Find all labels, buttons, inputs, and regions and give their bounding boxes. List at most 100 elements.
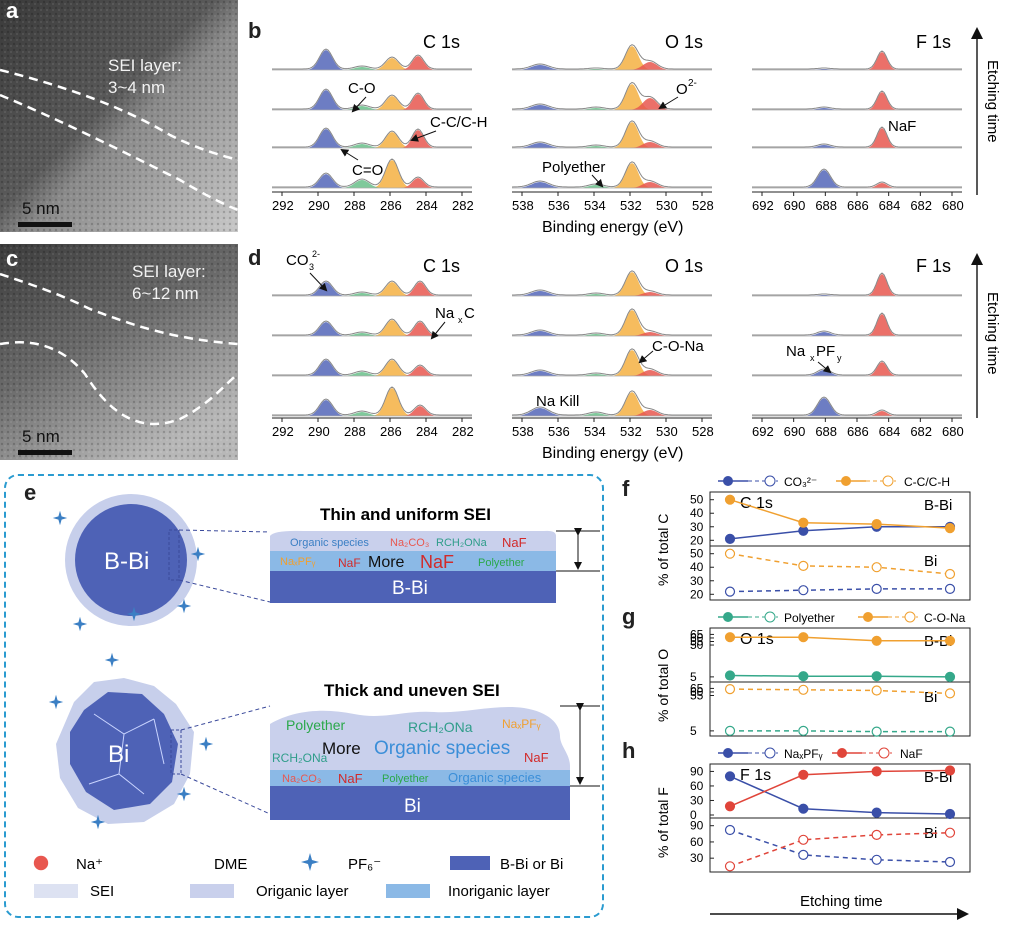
dme-icon (35, 785, 43, 801)
thick-title: Thick and uneven SEI (324, 681, 500, 700)
xps-envelope (752, 396, 962, 416)
h-ytick-label: 60 (690, 835, 704, 849)
xps-peak (752, 52, 962, 70)
f-top-label: B-Bi (924, 497, 952, 514)
ann-naxpfy-na: Na (786, 343, 806, 360)
thick-base-label: Bi (404, 796, 421, 817)
h-ytick-label: 90 (690, 764, 704, 778)
ann-nakill: Na Kill (536, 393, 579, 410)
g-point (798, 671, 809, 682)
xps-envelope (752, 312, 962, 336)
dme-icon (195, 805, 203, 821)
line-charts: CO₃²⁻ C-C/C-H Polyether C-O-Na NaₓPFᵧ Na… (655, 475, 971, 920)
thin-base-label: B-Bi (392, 578, 428, 599)
xps-envelope (752, 50, 962, 70)
legend-bbi: B-Bi or Bi (500, 856, 563, 873)
f-ytick-label: 50 (690, 493, 704, 507)
xps-envelope (752, 126, 962, 148)
xps-peak (512, 291, 712, 296)
f-point (724, 586, 736, 597)
xps-tick-label: 692 (752, 198, 774, 213)
dme-icon (83, 665, 91, 681)
thick-polyether2: Polyether (382, 773, 429, 785)
xps-peak (512, 143, 712, 148)
legend-dme: DME (214, 856, 247, 873)
chart-plot-area: % of total CC 1s B-BiBi2030405020304050% … (655, 491, 971, 873)
legend-bbi-swatch (450, 856, 490, 870)
xps-tick-label: 286 (380, 424, 402, 439)
g-series-line (729, 674, 951, 678)
panel-label-e: e (24, 480, 37, 505)
xps-envelope (511, 390, 712, 416)
thin-naxpfy: NaₓPFᵧ (280, 556, 316, 568)
tem-a-caption2: 3~4 nm (108, 78, 166, 97)
panel-label-b: b (248, 18, 262, 43)
h-point (724, 801, 736, 812)
xps-peak (272, 174, 472, 188)
g-point (944, 635, 956, 646)
ann-naxpfy-x: x (810, 353, 815, 363)
f-title: C 1s (740, 495, 773, 512)
ann-naxpfy-y: y (837, 353, 842, 363)
h-point (871, 766, 882, 777)
g-point (871, 671, 882, 682)
thin-title: Thin and uniform SEI (320, 505, 491, 524)
xps-tick-label: 532 (620, 198, 642, 213)
xps-tick-label: 684 (879, 424, 901, 439)
legend-sei: SEI (90, 883, 114, 900)
f-legend-cc-open (882, 475, 894, 487)
g-ytick-label: 55 (690, 688, 704, 702)
f-bottom-label: Bi (924, 553, 937, 570)
f-point (871, 518, 882, 530)
panel-label-d: d (248, 245, 262, 270)
dme-icon (47, 573, 55, 589)
xps-tick-label: 530 (656, 424, 678, 439)
f-legend-cc-marker (841, 476, 851, 486)
g-point (944, 671, 956, 682)
xps-peak (512, 182, 712, 188)
etch-label-d: Etching time (984, 292, 1001, 375)
xps-tick-label: 690 (784, 424, 806, 439)
pf6-icon (48, 694, 64, 710)
h-series-line (729, 769, 951, 807)
thick-na2co3: Na₂CO₃ (282, 773, 321, 785)
xps-tick-label: 534 (584, 198, 606, 213)
ann-o2: O (676, 81, 688, 98)
xps-envelope (512, 348, 712, 376)
ann-ceo-arrow (340, 148, 359, 161)
thin-inorganic-layer (270, 551, 556, 571)
bbi-zoom-line1 (178, 529, 271, 533)
xps-tick-label: 532 (620, 424, 642, 439)
f-point (724, 548, 736, 559)
f-ytick-label: 50 (690, 547, 704, 561)
g-ytick-label: 60 (690, 631, 704, 645)
h-point (871, 807, 882, 818)
tem-c-caption2: 6~12 nm (132, 284, 199, 303)
xps-peak (272, 406, 472, 416)
xps-peak (272, 50, 472, 70)
xps-tick-label: 534 (584, 424, 606, 439)
xps-peak (272, 322, 472, 336)
xps-peak (512, 371, 712, 376)
f-point (798, 585, 809, 596)
g-point (944, 726, 956, 737)
g-point (798, 725, 809, 736)
g-legend-cona-open (904, 611, 916, 623)
h-point (724, 861, 736, 872)
xps-b-title-c: C 1s (423, 32, 460, 52)
xps-envelope (752, 168, 962, 188)
tem-c-scale-label: 5 nm (22, 427, 60, 446)
dme-icon (149, 827, 157, 843)
f-point (944, 522, 956, 534)
xps-tick-label: 684 (879, 198, 901, 213)
bi-core (70, 692, 178, 810)
f-legend-co3-open (764, 475, 776, 487)
xps-envelope (512, 44, 712, 70)
legend-na: Na⁺ (76, 856, 103, 873)
h-point (724, 824, 736, 836)
xps-tick-label: 528 (692, 198, 714, 213)
g-legend-poly-marker (723, 612, 733, 622)
xps-peak (512, 408, 712, 416)
xps-peak (272, 412, 472, 416)
tem-c-scale-bar (18, 450, 72, 455)
